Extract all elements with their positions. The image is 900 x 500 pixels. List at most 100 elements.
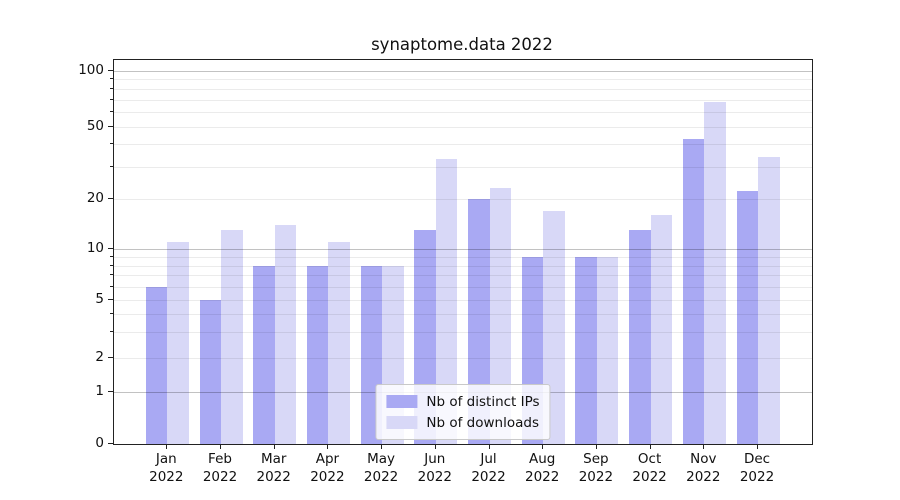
y-tick-label: 50: [86, 117, 104, 134]
y-minor-tick-mark: [110, 98, 113, 100]
bar-downloads: [221, 229, 243, 444]
bar-downloads: [758, 157, 780, 444]
minor-gridline: [114, 314, 812, 316]
x-tick-label: Aug 2022: [510, 450, 574, 486]
y-tick-label: 100: [78, 62, 104, 78]
minor-gridline: [114, 166, 812, 168]
x-label-year: 2022: [686, 469, 721, 485]
y-minor-tick-mark: [110, 165, 113, 167]
y-tick-mark: [108, 197, 113, 199]
x-tick-mark: [595, 444, 597, 449]
x-label-month: Mar: [260, 451, 287, 467]
y-minor-tick-mark: [110, 87, 113, 89]
x-tick-mark: [381, 444, 383, 449]
minor-gridline: [114, 300, 812, 302]
x-label-year: 2022: [578, 469, 614, 485]
x-label-month: Jan: [155, 451, 177, 467]
y-minor-tick-mark: [110, 331, 113, 333]
x-tick-mark: [649, 444, 651, 449]
x-tick-mark: [703, 444, 705, 449]
x-label-year: 2022: [363, 469, 399, 485]
legend-entry-downloads: Nb of downloads: [386, 412, 539, 433]
x-tick-label: Apr 2022: [295, 450, 359, 486]
y-minor-tick-mark: [110, 78, 113, 80]
y-tick-label: 10: [86, 240, 104, 256]
x-label-month: Jul: [480, 451, 497, 467]
x-label-month: Apr: [315, 451, 340, 467]
x-tick-mark: [757, 444, 758, 449]
x-label-month: Oct: [637, 451, 662, 467]
minor-gridline: [114, 275, 812, 277]
x-tick-label: Oct 2022: [618, 450, 682, 486]
bar-downloads: [328, 242, 350, 444]
y-tick-mark: [108, 70, 113, 71]
y-tick-label: 2: [95, 348, 104, 365]
x-label-year: 2022: [256, 469, 291, 485]
bar-distinct-ips: [199, 300, 221, 444]
legend-label-downloads: Nb of downloads: [426, 414, 539, 431]
bar-distinct-ips: [575, 256, 597, 444]
x-label-year: 2022: [202, 469, 238, 485]
legend-swatch-downloads: [386, 416, 418, 429]
bar-downloads: [704, 102, 726, 444]
y-tick-mark: [108, 299, 113, 301]
x-label-year: 2022: [632, 469, 667, 485]
legend-swatch-distinct-ips: [386, 395, 418, 408]
minor-gridline: [114, 79, 812, 81]
legend: Nb of distinct IPs Nb of downloads: [375, 384, 551, 440]
x-tick-label: Jun 2022: [403, 450, 467, 486]
x-label-month: Aug: [529, 451, 556, 467]
x-label-year: 2022: [739, 469, 775, 485]
x-label-month: Jun: [424, 451, 446, 467]
x-label-month: Nov: [690, 451, 717, 467]
x-label-year: 2022: [149, 469, 184, 485]
chart-title: synaptome.data 2022: [371, 35, 553, 54]
minor-gridline: [114, 265, 812, 267]
bar-downloads: [489, 187, 511, 444]
major-gridline: [114, 249, 812, 250]
y-minor-tick-mark: [110, 274, 113, 276]
bar-distinct-ips: [145, 286, 168, 444]
x-tick-label: Sep 2022: [564, 450, 628, 486]
x-label-year: 2022: [471, 469, 506, 485]
bar-distinct-ips: [468, 198, 490, 444]
x-label-month: May: [367, 451, 396, 467]
x-tick-label: Nov 2022: [671, 450, 735, 486]
bar-downloads: [167, 242, 189, 444]
x-tick-mark: [220, 444, 221, 449]
bar-downloads: [274, 224, 297, 444]
y-minor-tick-mark: [110, 285, 113, 287]
y-tick-label: 5: [95, 291, 104, 308]
x-tick-label: Mar 2022: [242, 450, 306, 486]
y-tick-label: 1: [95, 382, 104, 399]
y-tick-mark: [108, 443, 113, 444]
y-tick-mark: [108, 125, 113, 127]
x-label-month: Dec: [743, 451, 771, 467]
major-gridline: [114, 71, 812, 72]
minor-gridline: [114, 88, 812, 90]
x-tick-label: Jan 2022: [134, 450, 198, 486]
x-tick-mark: [327, 444, 329, 449]
x-label-month: Feb: [208, 451, 232, 467]
minor-gridline: [114, 286, 812, 288]
bar-distinct-ips: [306, 265, 329, 444]
x-tick-mark: [488, 444, 490, 449]
minor-gridline: [114, 256, 812, 258]
y-tick-label: 20: [86, 189, 104, 206]
bar-distinct-ips: [629, 229, 651, 444]
y-tick-mark: [108, 248, 113, 249]
plot-area: Nb of distinct IPs Nb of downloads: [113, 59, 813, 445]
x-tick-label: Jul 2022: [457, 450, 521, 486]
x-tick-mark: [166, 444, 168, 449]
minor-gridline: [114, 198, 812, 200]
x-label-year: 2022: [310, 469, 345, 485]
minor-gridline: [114, 144, 812, 146]
y-tick-mark: [108, 390, 113, 392]
y-minor-tick-mark: [110, 313, 113, 315]
legend-label-distinct-ips: Nb of distinct IPs: [426, 393, 540, 410]
bar-distinct-ips: [253, 265, 275, 444]
y-minor-tick-mark: [110, 264, 113, 266]
legend-entry-distinct-ips: Nb of distinct IPs: [386, 391, 540, 412]
bar-distinct-ips: [682, 138, 705, 444]
